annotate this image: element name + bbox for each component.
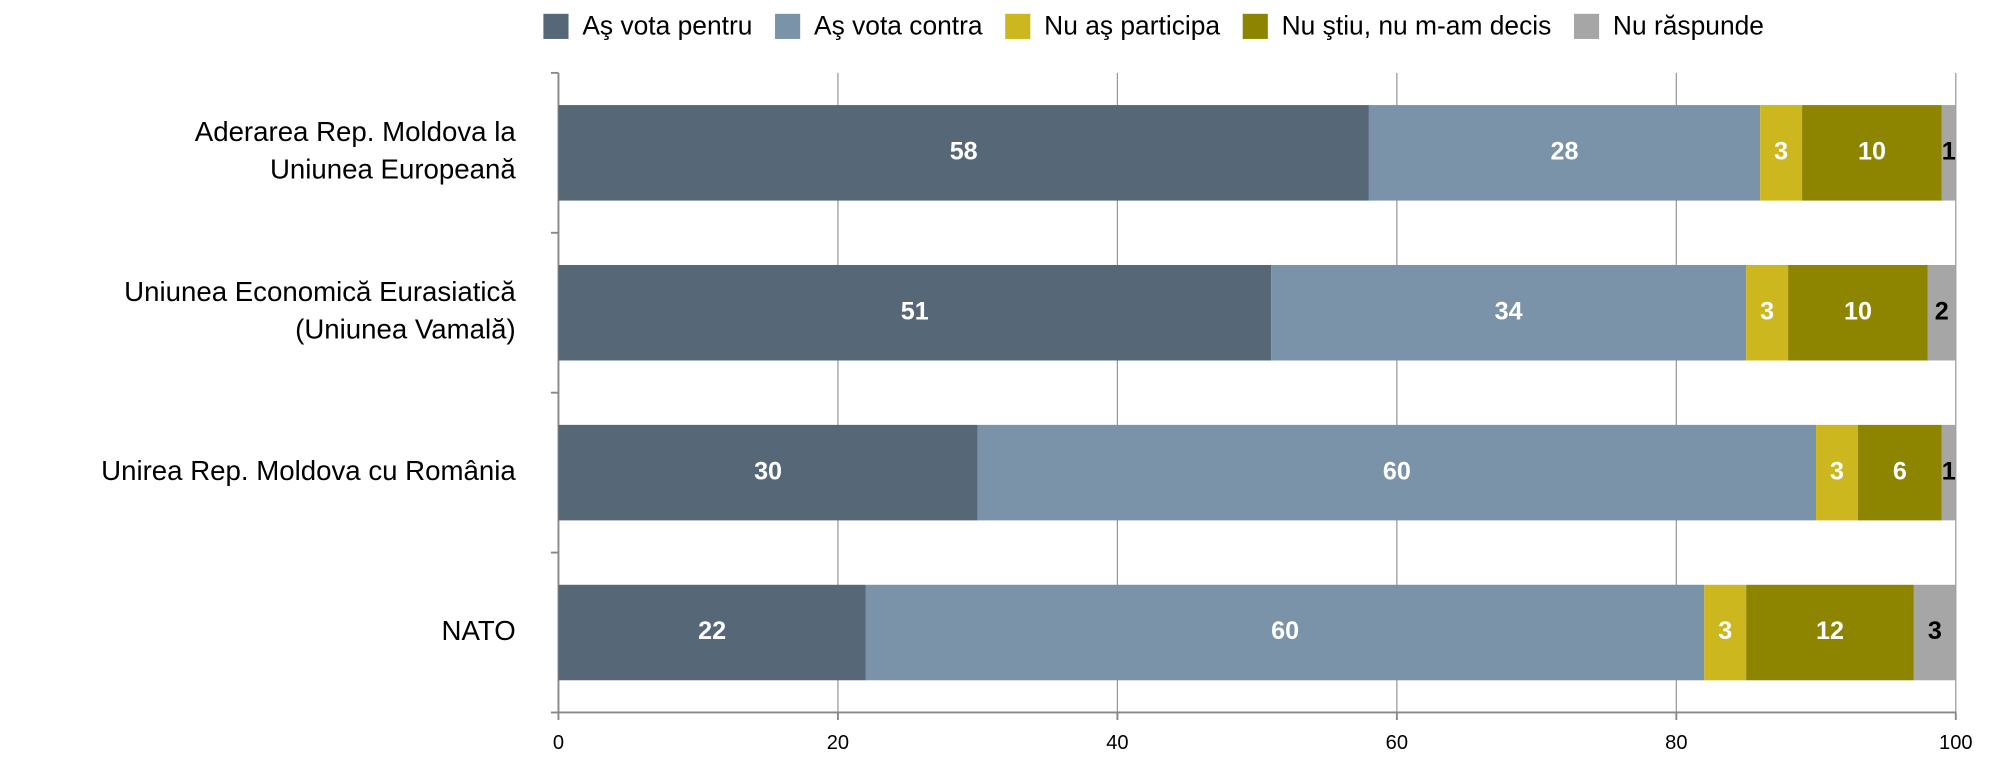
bar-segment bbox=[1746, 584, 1914, 681]
data-label: 3 bbox=[1830, 457, 1844, 485]
x-tick-label: 100 bbox=[1939, 732, 1973, 754]
legend-label: Nu răspunde bbox=[1613, 11, 1764, 41]
bar-segment bbox=[1788, 264, 1928, 361]
data-label: 22 bbox=[698, 617, 726, 645]
data-label: 6 bbox=[1893, 457, 1907, 485]
bar-segment bbox=[1913, 584, 1956, 681]
bar-segment bbox=[1704, 584, 1747, 681]
data-label: 12 bbox=[1816, 617, 1844, 645]
x-tick-label: 60 bbox=[1386, 732, 1408, 754]
bar-segment bbox=[1816, 424, 1858, 521]
bar-segment bbox=[1941, 424, 1956, 521]
y-tick-label: Aderarea Rep. Moldova la Uniunea European… bbox=[195, 116, 517, 185]
data-label: 10 bbox=[1858, 137, 1886, 165]
data-label: 1 bbox=[1942, 457, 1956, 485]
bar-segment bbox=[1927, 264, 1956, 361]
data-label: 3 bbox=[1760, 297, 1774, 325]
legend-label: Nu aş participa bbox=[1044, 11, 1220, 41]
bar-segment bbox=[558, 105, 1369, 201]
y-tick-label: Unirea Rep. Moldova cu România bbox=[101, 455, 516, 486]
legend-swatch bbox=[1005, 13, 1031, 39]
x-tick-label: 40 bbox=[1106, 732, 1128, 754]
data-label: 34 bbox=[1495, 297, 1523, 325]
y-tick-label: Uniunea Economică Eurasiatică (Uniunea Va… bbox=[124, 276, 516, 345]
legend-swatch bbox=[775, 13, 801, 39]
data-label: 3 bbox=[1774, 137, 1788, 165]
legend-swatch bbox=[543, 13, 569, 39]
x-tick-label: 80 bbox=[1665, 732, 1687, 754]
legend-label: Aş vota pentru bbox=[582, 11, 752, 41]
bar-segment bbox=[865, 584, 1705, 681]
legend-label: Nu ştiu, nu m-am decis bbox=[1282, 11, 1552, 41]
data-label: 10 bbox=[1844, 297, 1872, 325]
y-tick-label: NATO bbox=[442, 615, 516, 646]
data-label: 2 bbox=[1935, 297, 1949, 325]
data-label: 51 bbox=[901, 297, 929, 325]
data-label: 3 bbox=[1928, 617, 1942, 645]
legend-swatch bbox=[1242, 13, 1268, 39]
bar-segment bbox=[1760, 105, 1803, 201]
data-label: 28 bbox=[1551, 137, 1579, 165]
bar-segment bbox=[1271, 264, 1747, 361]
data-label: 58 bbox=[950, 137, 978, 165]
bar-segment bbox=[1941, 105, 1956, 201]
legend-label: Aş vota contra bbox=[814, 11, 983, 41]
bar-segment bbox=[558, 424, 978, 521]
legend-swatch bbox=[1573, 13, 1600, 39]
bar-segment bbox=[558, 584, 866, 681]
data-label: 3 bbox=[1718, 617, 1732, 645]
x-tick-label: 20 bbox=[827, 732, 849, 754]
data-label: 60 bbox=[1383, 457, 1411, 485]
data-label: 30 bbox=[754, 457, 782, 485]
bar-segment bbox=[1746, 264, 1789, 361]
bar-segment bbox=[977, 424, 1817, 521]
bar-segment bbox=[558, 264, 1272, 361]
bar-segment bbox=[1857, 424, 1942, 521]
data-label: 1 bbox=[1942, 137, 1956, 165]
bar-segment bbox=[1802, 105, 1942, 201]
data-label: 60 bbox=[1271, 617, 1299, 645]
bar-segment bbox=[1368, 105, 1761, 201]
x-tick-label: 0 bbox=[553, 732, 564, 754]
